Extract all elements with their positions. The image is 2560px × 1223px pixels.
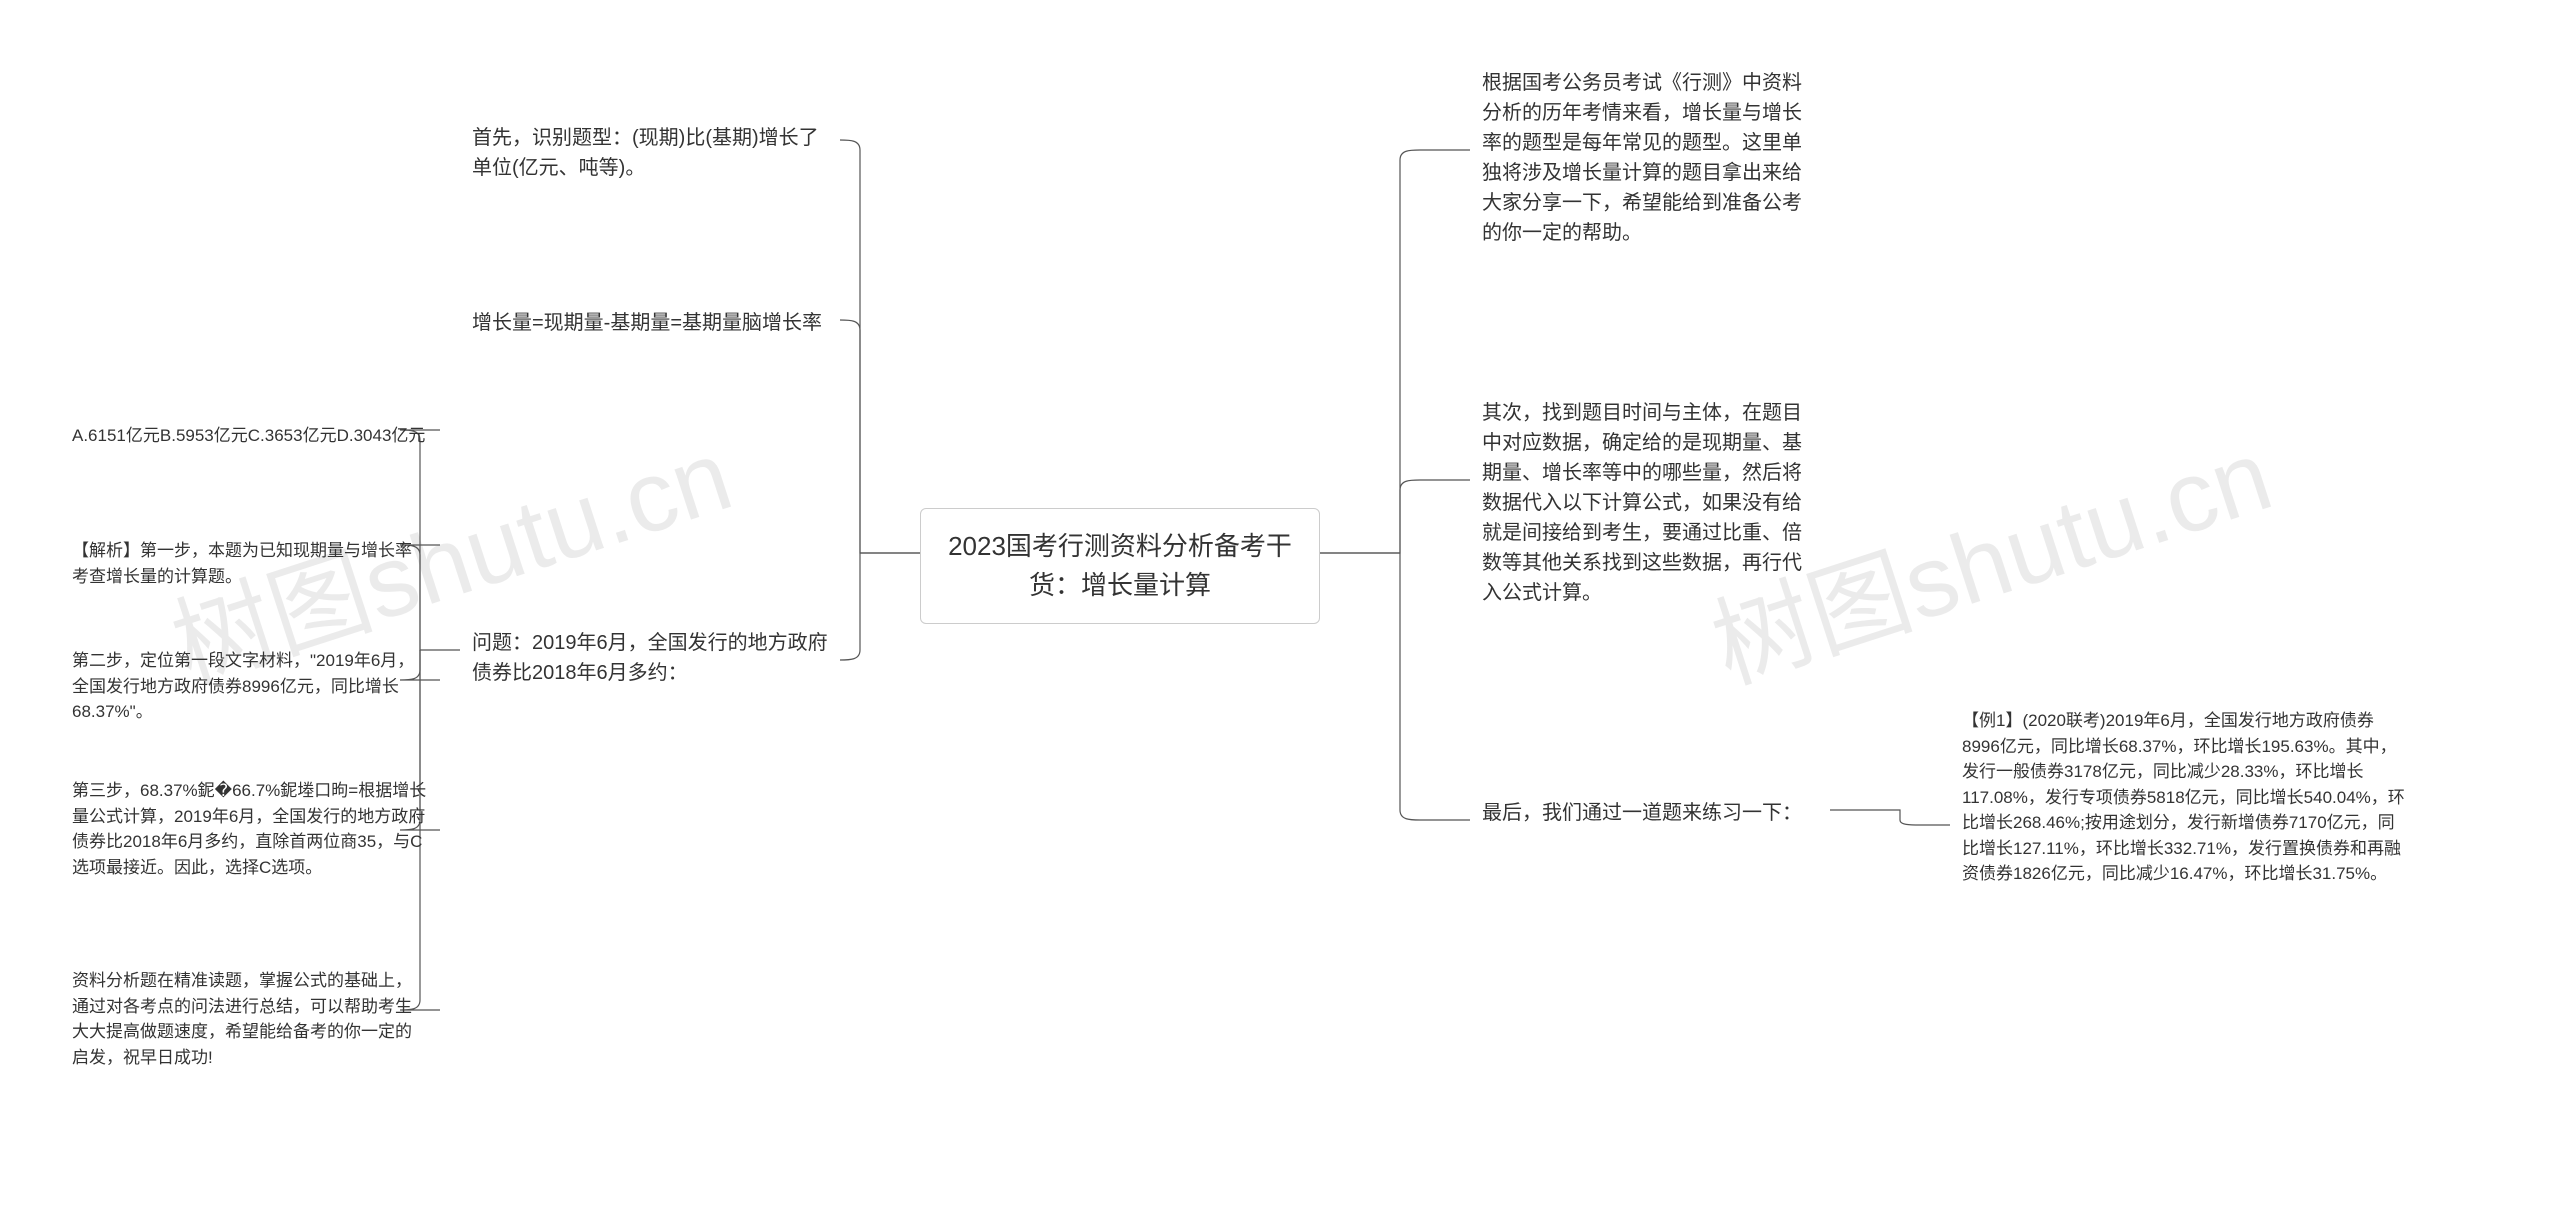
left-child-step1: 【解析】第一步，本题为已知现期量与增长率考查增长量的计算题。	[60, 530, 440, 597]
right-node-method: 其次，找到题目时间与主体，在题目中对应数据，确定给的是现期量、基期量、增长率等中…	[1470, 390, 1830, 616]
left-node-question: 问题：2019年6月，全国发行的地方政府债券比2018年6月多约：	[460, 620, 840, 696]
left-child-step3: 第三步，68.37%鈮�66.7%鈮堘口昫=根据增长量公式计算，2019年6月，…	[60, 770, 440, 888]
left-child-summary: 资料分析题在精准读题，掌握公式的基础上，通过对各考点的问法进行总结，可以帮助考生…	[60, 960, 440, 1078]
left-node-identify: 首先，识别题型：(现期)比(基期)增长了单位(亿元、吨等)。	[460, 115, 840, 191]
left-child-options: A.6151亿元B.5953亿元C.3653亿元D.3043亿元	[60, 415, 440, 457]
right-node-example1: 【例1】(2020联考)2019年6月，全国发行地方政府债券8996亿元，同比增…	[1950, 700, 2420, 895]
right-node-practice: 最后，我们通过一道题来练习一下：	[1470, 790, 1830, 836]
left-node-formula: 增长量=现期量-基期量=基期量脑增长率	[460, 300, 840, 346]
left-child-step2: 第二步，定位第一段文字材料，"2019年6月，全国发行地方政府债券8996亿元，…	[60, 640, 440, 733]
center-node: 2023国考行测资料分析备考干货：增长量计算	[920, 508, 1320, 624]
right-node-intro: 根据国考公务员考试《行测》中资料分析的历年考情来看，增长量与增长率的题型是每年常…	[1470, 60, 1830, 256]
